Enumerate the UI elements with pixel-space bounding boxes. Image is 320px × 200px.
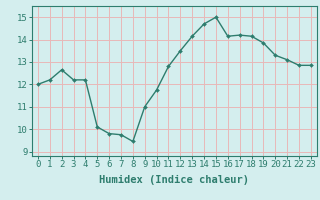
X-axis label: Humidex (Indice chaleur): Humidex (Indice chaleur)	[100, 175, 249, 185]
